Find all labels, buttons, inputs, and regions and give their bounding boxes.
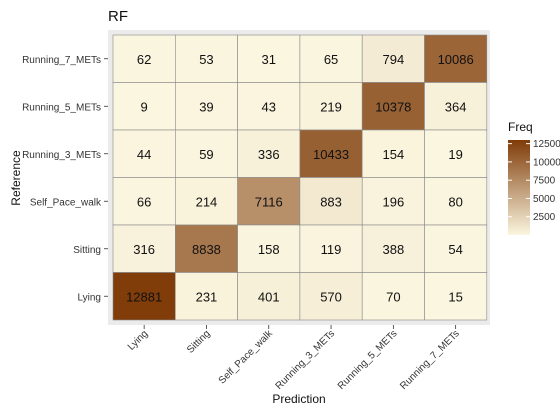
heatmap-cell (112, 129, 176, 178)
heatmap-cell (175, 272, 238, 321)
cell-value-label: 401 (258, 289, 280, 304)
cell-value-label: 336 (258, 147, 280, 162)
heatmap-cell (361, 177, 425, 226)
y-axis-ticks: Running_7_METs Running_5_METs Running_3_ME… (22, 55, 108, 303)
cell-value-label: 15 (448, 289, 462, 304)
cell-value-label: 54 (448, 242, 462, 257)
cell-value-label: 10086 (438, 52, 474, 67)
y-axis-title: Reference (9, 150, 23, 206)
heatmap-cell (424, 129, 488, 178)
y-tick-label: Lying (77, 292, 101, 303)
heatmap-cell (424, 224, 488, 273)
cell-value-label: 70 (386, 289, 400, 304)
chart-title: RF (108, 8, 128, 25)
cell-value-label: 43 (262, 99, 276, 114)
cell-value-label: 8838 (192, 242, 221, 257)
heatmap-cell (112, 224, 176, 273)
legend-tick-label: 2500 (533, 212, 556, 223)
heatmap-cell (361, 129, 425, 178)
heatmap-cell (361, 34, 425, 83)
y-tick-label: Sitting (73, 245, 101, 256)
heatmap-cell (424, 34, 488, 83)
heatmap-cell (361, 82, 425, 131)
heatmap-cell (112, 177, 176, 226)
heatmap-cell (361, 272, 425, 321)
heatmap-cell (299, 177, 363, 226)
x-tick-label: Sitting (185, 328, 212, 355)
cell-value-label: 388 (382, 242, 404, 257)
heatmap-cell (112, 34, 176, 83)
cell-value-label: 794 (382, 52, 404, 67)
heatmap-cell (175, 34, 238, 83)
heatmap-cell (299, 82, 363, 131)
cell-value-label: 158 (258, 242, 280, 257)
heatmap-cell (424, 272, 488, 321)
heatmap-cell (424, 177, 488, 226)
x-tick-label: Running_7_METs (398, 328, 462, 392)
x-tick-label: Running_5_METs (336, 328, 400, 392)
cell-value-label: 66 (137, 194, 151, 209)
heatmap-cell (299, 129, 363, 178)
cell-value-label: 62 (137, 52, 151, 67)
legend-title: Freq (508, 120, 533, 134)
heatmap-cell (175, 224, 238, 273)
cell-value-label: 10378 (375, 99, 411, 114)
cell-value-label: 31 (262, 52, 276, 67)
x-axis-ticks: Lying Sitting Self_Pace_walkRunning_3_METs… (126, 325, 462, 392)
x-axis-title: Prediction (272, 392, 325, 406)
cell-value-label: 53 (199, 52, 213, 67)
heatmap-cell (175, 129, 238, 178)
x-tick-label: Lying (126, 328, 150, 352)
heatmap-cell (299, 272, 363, 321)
x-tick-label: Self_Pace_walk (217, 328, 276, 387)
heatmap-cell (237, 129, 301, 178)
legend-ticks: 12500 10000 7500 5000 2500 (508, 139, 560, 223)
heatmap-cell (237, 82, 301, 131)
cell-value-label: 59 (199, 147, 213, 162)
cell-value-label: 39 (199, 99, 213, 114)
cell-value-label: 65 (324, 52, 338, 67)
cell-value-label: 570 (320, 289, 342, 304)
legend-tick-label: 10000 (533, 157, 560, 168)
cell-value-label: 883 (320, 194, 342, 209)
y-tick-label: Running_5_METs (22, 102, 101, 113)
cell-value-label: 154 (382, 147, 404, 162)
cell-value-label: 7116 (255, 194, 283, 209)
cell-value-label: 364 (445, 99, 467, 114)
cell-value-label: 316 (133, 242, 155, 257)
cell-value-label: 12881 (126, 289, 162, 304)
heatmap-cell (424, 82, 488, 131)
cell-value-label: 119 (321, 242, 342, 257)
heatmap-cell (175, 82, 238, 131)
legend-tick-label: 12500 (533, 139, 560, 150)
cell-value-label: 9 (141, 99, 148, 114)
y-tick-label: Running_3_METs (22, 150, 101, 161)
heatmap-cells: 62 53 31 65 794 10086 9 39 43 219 10378 364 44 59 336 1… (112, 34, 488, 321)
heatmap-cell (361, 224, 425, 273)
cell-value-label: 196 (382, 194, 404, 209)
cell-value-label: 214 (196, 194, 218, 209)
cell-value-label: 219 (320, 99, 342, 114)
legend-tick-label: 7500 (533, 176, 556, 187)
cell-value-label: 80 (448, 194, 462, 209)
legend-colorbar (508, 140, 530, 235)
cell-value-label: 231 (196, 289, 218, 304)
y-tick-label: Running_7_METs (22, 55, 101, 66)
cell-value-label: 44 (137, 147, 151, 162)
legend-tick-label: 5000 (533, 194, 556, 205)
cell-value-label: 10433 (313, 147, 349, 162)
heatmap-cell (175, 177, 238, 226)
heatmap-cell (237, 177, 301, 226)
heatmap-cell (112, 272, 176, 321)
y-tick-label: Self_Pace_walk (30, 197, 102, 208)
x-tick-label: Running_3_METs (274, 328, 338, 392)
heatmap-cell (237, 34, 301, 83)
cell-value-label: 19 (448, 147, 462, 162)
